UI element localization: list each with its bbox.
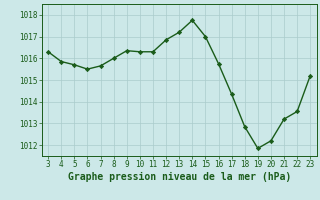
X-axis label: Graphe pression niveau de la mer (hPa): Graphe pression niveau de la mer (hPa)	[68, 172, 291, 182]
